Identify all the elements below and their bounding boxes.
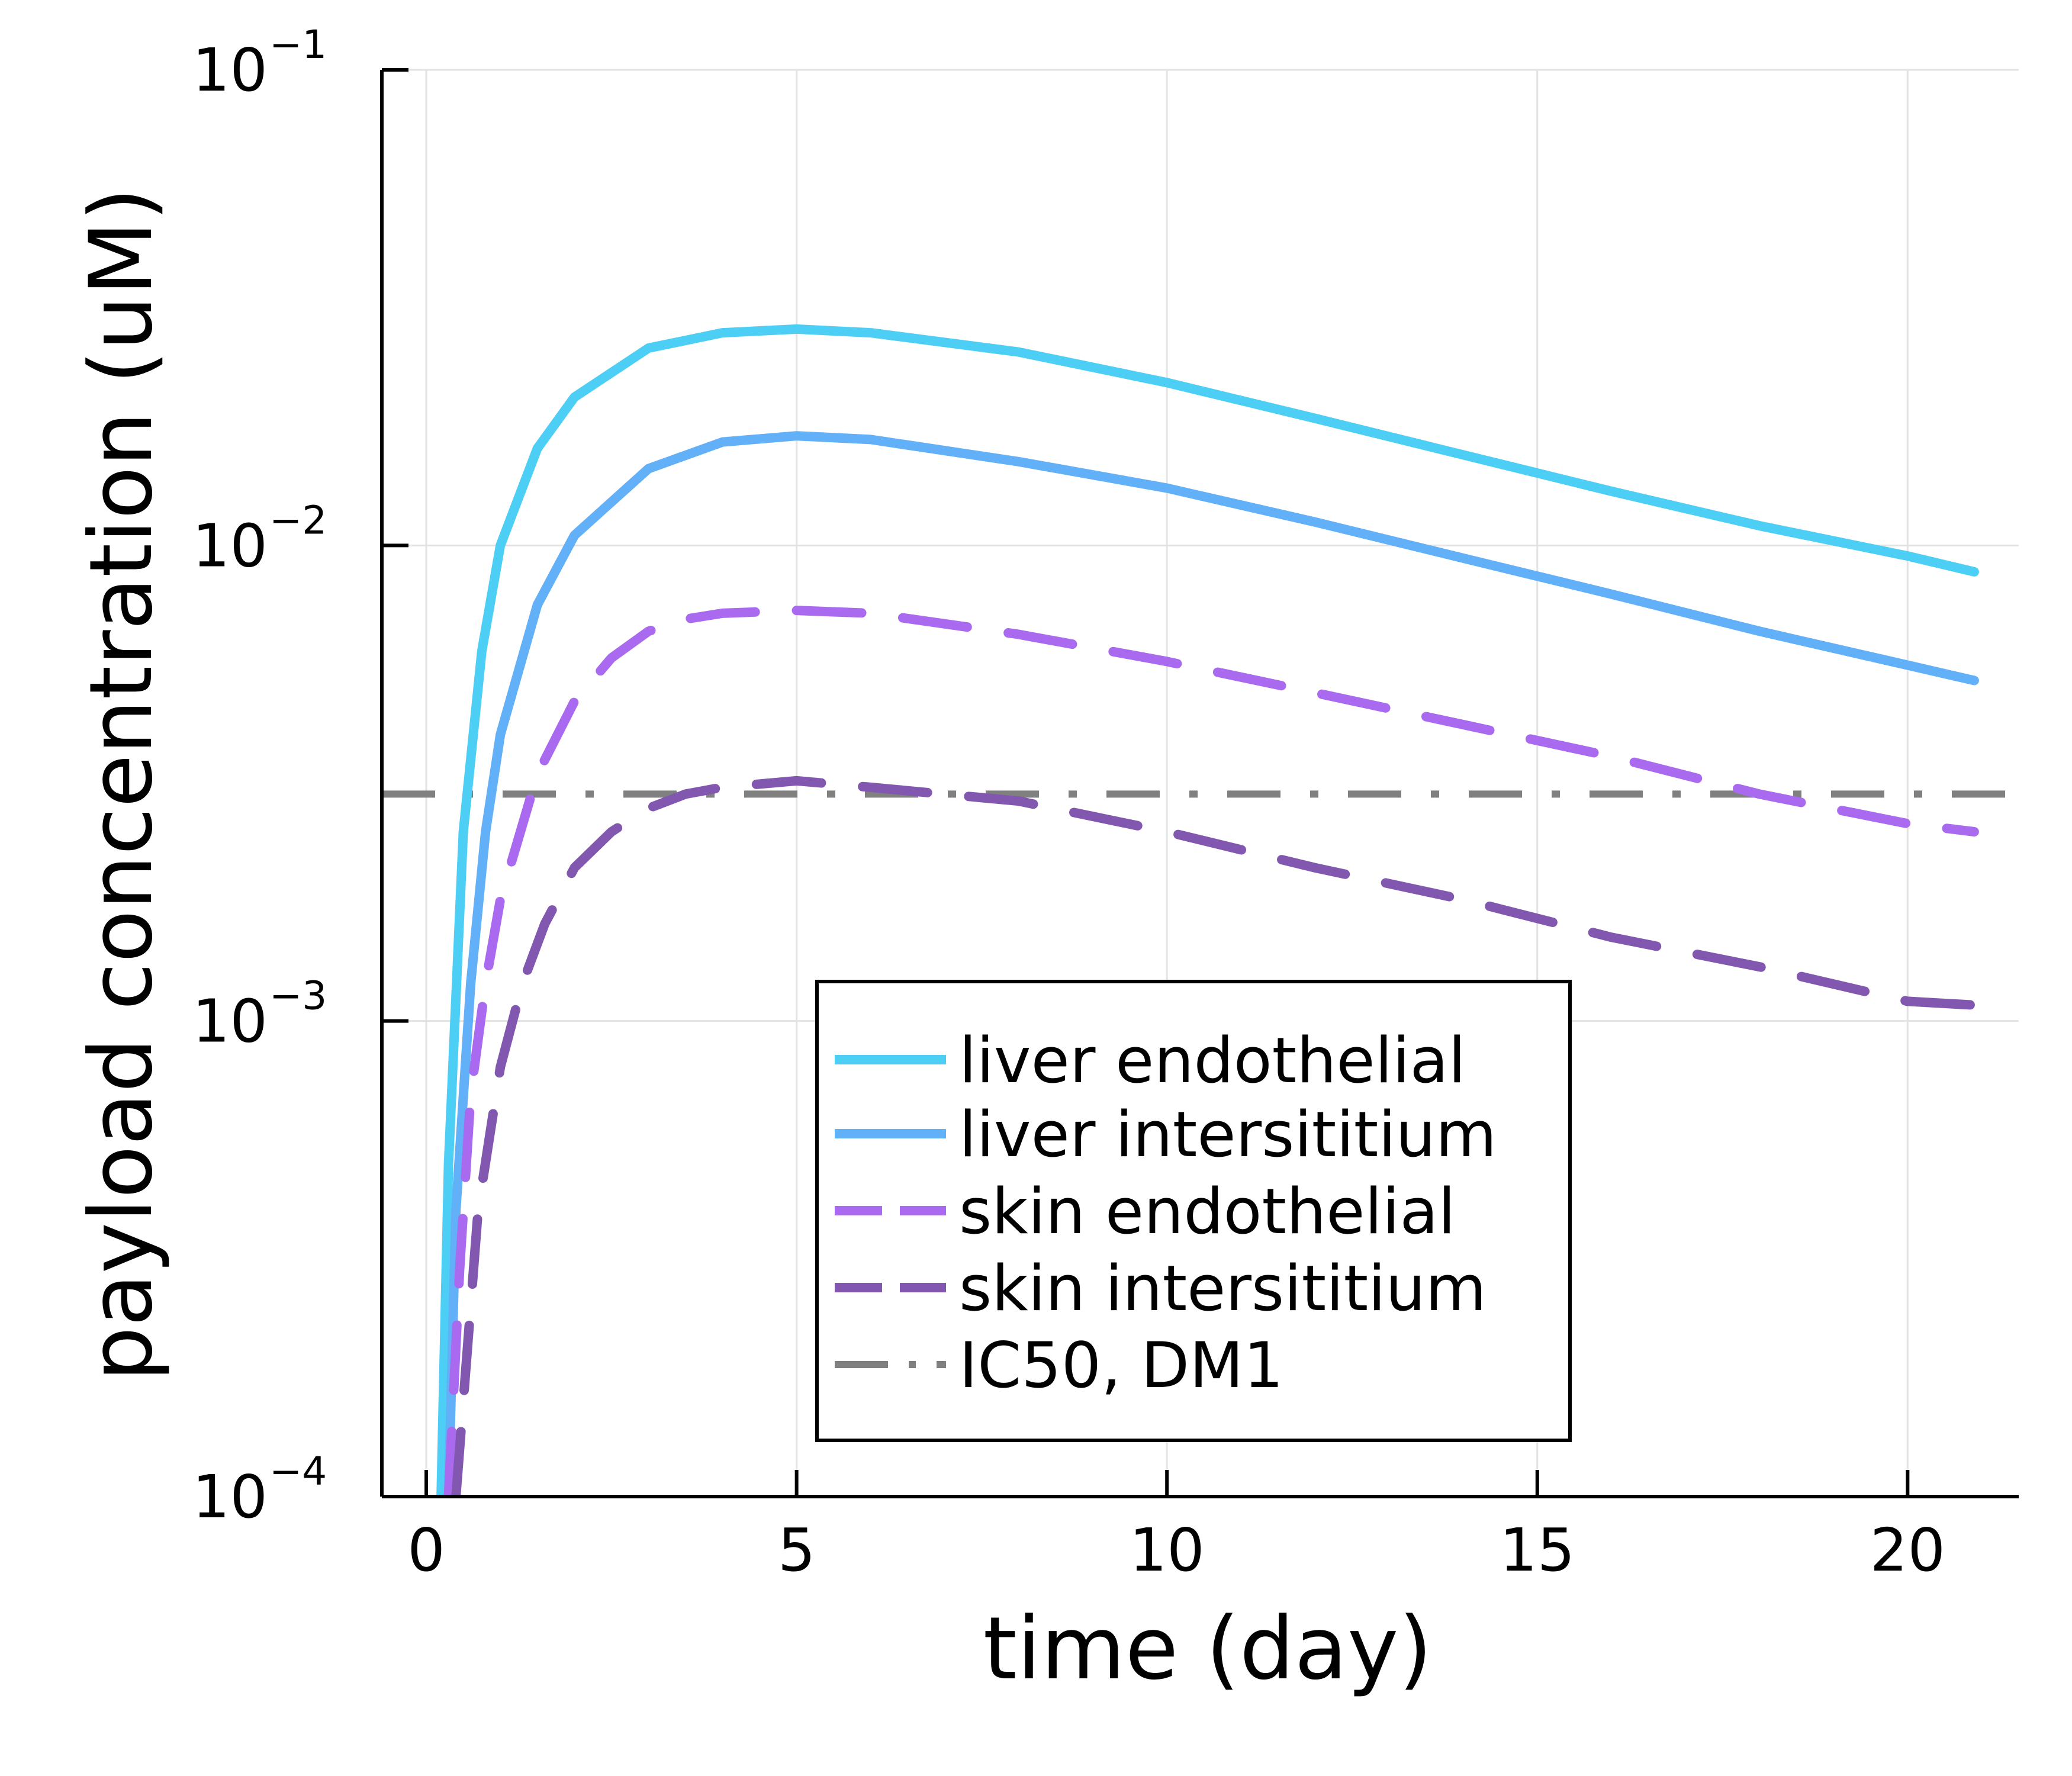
y-tick-exponent: −1 xyxy=(269,22,327,67)
series-layer xyxy=(382,324,2019,1497)
series-line xyxy=(443,606,1979,1497)
axes xyxy=(380,70,2019,1498)
x-tick-label: 15 xyxy=(1500,1516,1575,1585)
legend-label: liver endothelial xyxy=(959,1024,1466,1097)
x-tick-label: 20 xyxy=(1870,1516,1945,1585)
y-tick-label: 10 xyxy=(192,511,268,580)
y-tick-label: 10 xyxy=(192,36,268,105)
series-line xyxy=(436,324,1979,1497)
x-axis-label: time (day) xyxy=(983,1598,1433,1699)
x-tick-label: 10 xyxy=(1130,1516,1205,1585)
y-tick-exponent: −3 xyxy=(269,973,327,1019)
y-tick-label: 10 xyxy=(192,1462,268,1532)
y-tick-exponent: −4 xyxy=(269,1449,327,1494)
legend-label: skin endothelial xyxy=(959,1175,1456,1248)
y-tick-exponent: −2 xyxy=(269,497,327,543)
legend-label: IC50, DM1 xyxy=(959,1329,1283,1402)
legend-label: liver intersititium xyxy=(959,1098,1497,1171)
x-tick-label: 0 xyxy=(407,1516,445,1585)
series-line xyxy=(451,776,1979,1497)
y-tick-label: 10 xyxy=(192,987,268,1056)
x-tick-label: 5 xyxy=(778,1516,816,1585)
series-line xyxy=(443,431,1979,1497)
y-axis-label: payload concentration (uM) xyxy=(71,188,172,1382)
legend-label: skin intersititium xyxy=(959,1252,1487,1325)
